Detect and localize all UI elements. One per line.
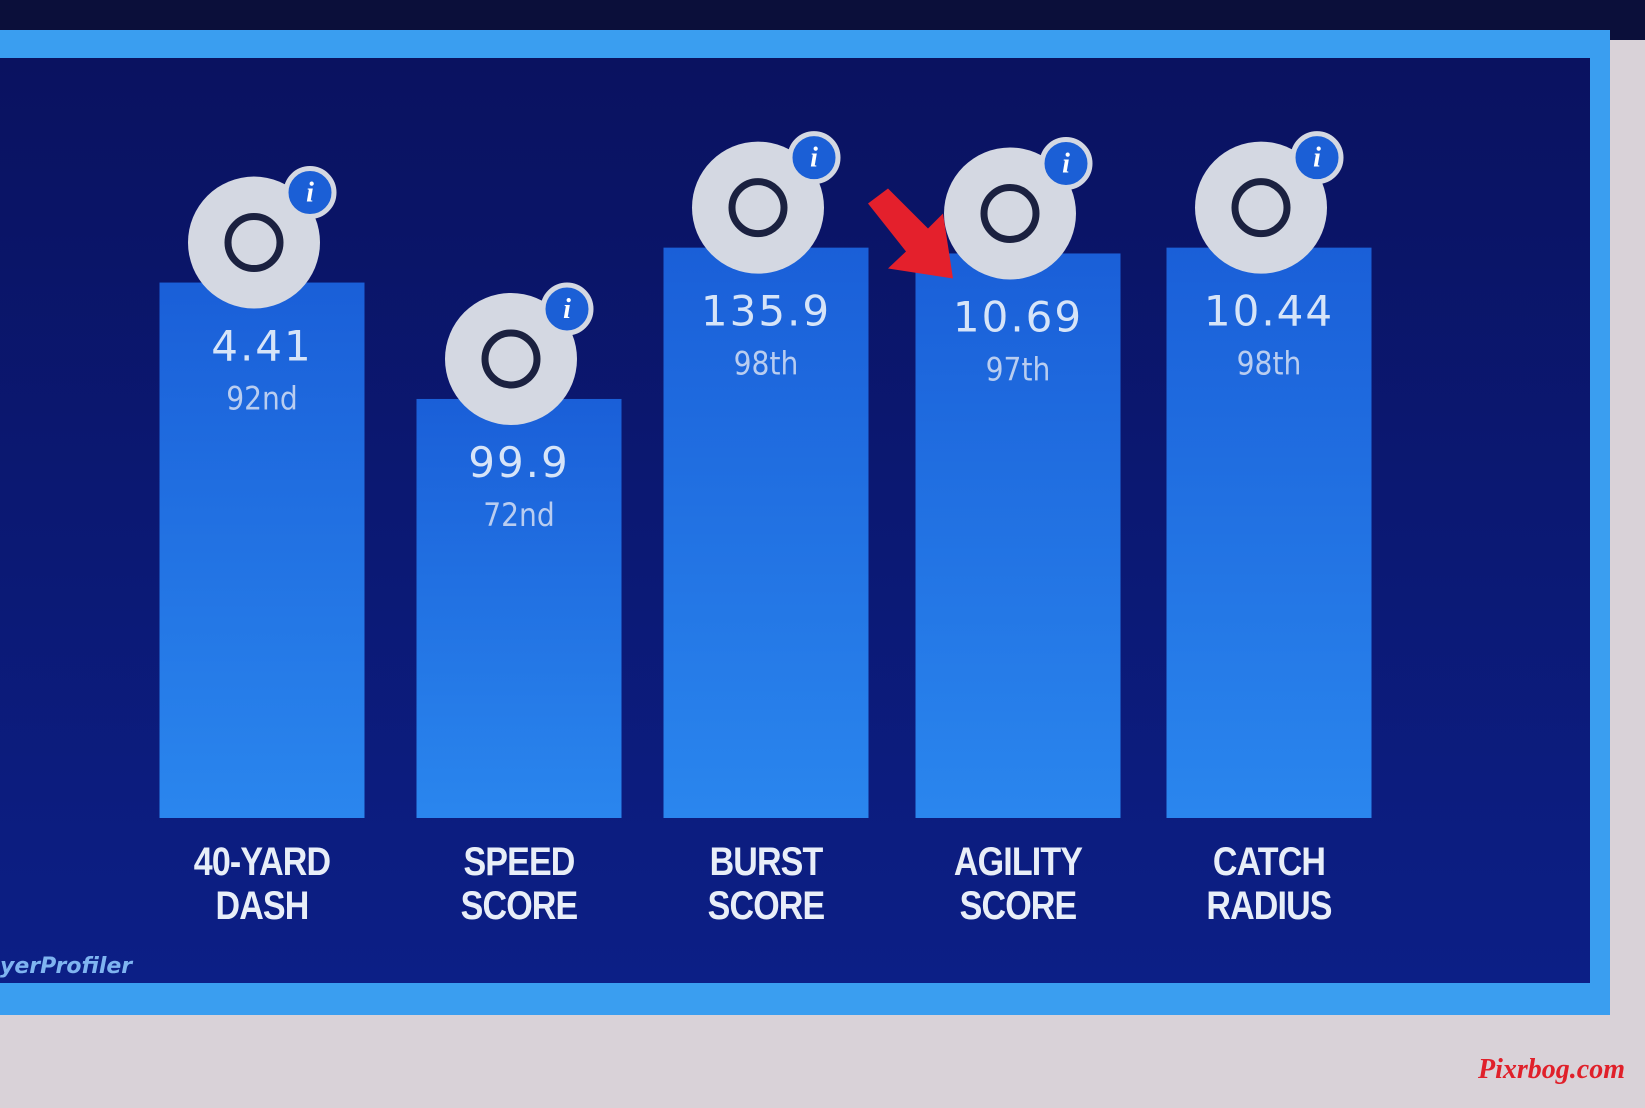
category-label: CATCH RADIUS [1206,840,1332,928]
percentile-label: 98th [734,346,799,383]
info-i: i [306,178,314,209]
icon-glyph [224,213,284,273]
percentile-label: 92nd [226,381,298,418]
category-label: 40-YARD DASH [193,840,331,928]
icon-glyph [728,178,788,238]
icon-glyph [1231,178,1291,238]
info-badge [1039,136,1093,190]
percentile-label: 98th [1237,346,1302,383]
info-i: i [1313,143,1321,174]
pointer-arrow [868,188,953,279]
category-label: AGILITY SCORE [953,840,1083,928]
bar [159,282,365,818]
bar [663,247,869,818]
bar [1166,247,1372,818]
score-value: 10.69 [953,292,1083,341]
info-i: i [563,294,571,325]
score-value: 99.9 [468,438,570,487]
floor [0,1000,1645,1108]
info-i: i [1062,148,1070,179]
info-badge [787,131,841,185]
metric-icon [188,176,320,309]
info-i: i [810,143,818,174]
metric-icon [1195,141,1327,274]
bar [915,253,1121,818]
score-value: 10.44 [1204,287,1334,336]
brand: yerProfiler [0,954,133,979]
info-badge [1290,131,1344,185]
score-value: 4.41 [211,322,313,371]
category-label: BURST SCORE [707,840,826,928]
info-badge [540,282,594,336]
icon-glyph [980,183,1040,243]
metric-icon [944,147,1076,280]
watermark: Pixrbog.com [1477,1054,1625,1085]
metric-icon [445,292,577,425]
category-label: SPEED SCORE [460,840,579,928]
percentile-label: 97th [986,352,1051,389]
info-badge [283,166,337,220]
percentile-label: 72nd [483,497,555,534]
icon-glyph [481,329,541,389]
bar [416,398,622,818]
metric-icon [692,141,824,274]
score-value: 135.9 [701,287,831,336]
